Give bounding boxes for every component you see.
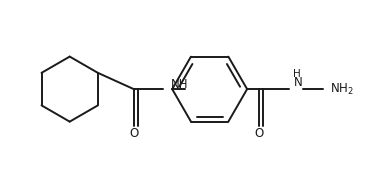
Text: N: N xyxy=(294,76,302,89)
Text: H: H xyxy=(294,69,301,79)
Text: O: O xyxy=(254,127,264,140)
Text: NH: NH xyxy=(171,78,189,91)
Text: O: O xyxy=(129,127,138,140)
Text: NH$_2$: NH$_2$ xyxy=(330,81,354,97)
